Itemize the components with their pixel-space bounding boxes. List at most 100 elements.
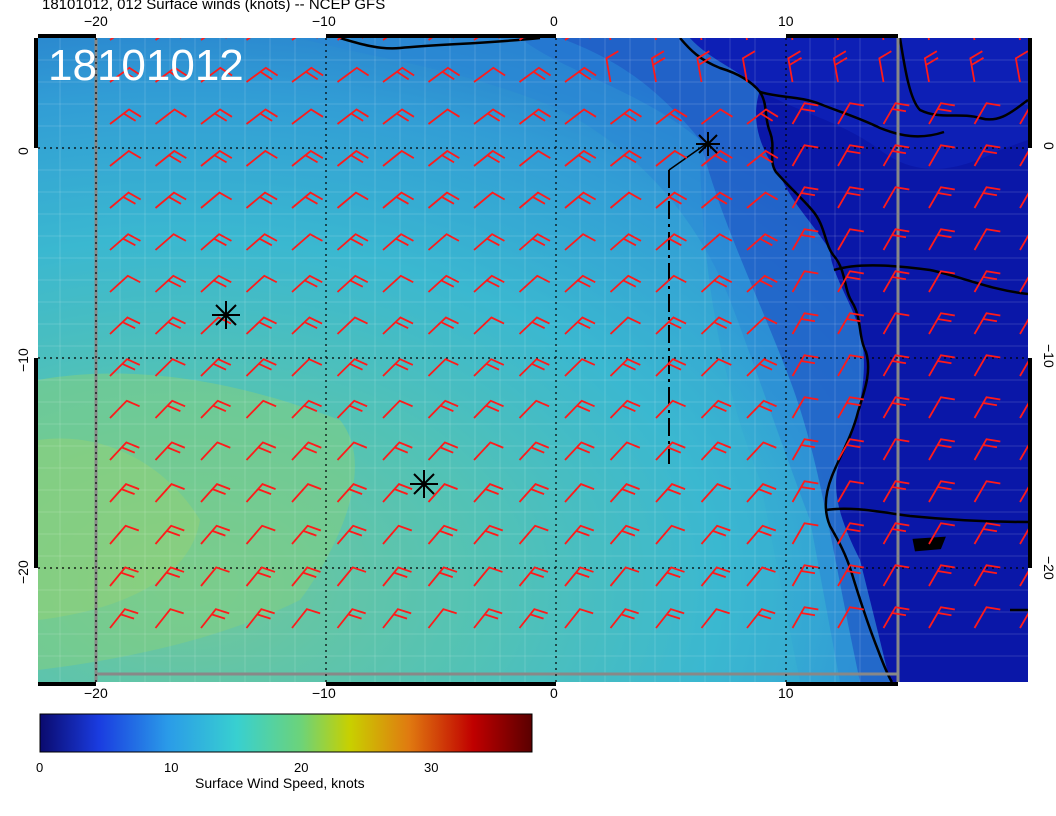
wind-barb bbox=[791, 606, 819, 629]
wind-barb bbox=[609, 233, 642, 251]
wind-barb bbox=[518, 441, 550, 461]
wind-barb bbox=[746, 149, 779, 167]
colorbar bbox=[39, 713, 533, 753]
wind-barb bbox=[973, 606, 1001, 629]
wind-barb bbox=[382, 108, 415, 125]
wind-barb bbox=[655, 399, 686, 419]
wind-barb bbox=[427, 233, 460, 251]
wind-barb bbox=[382, 399, 413, 419]
wind-barb bbox=[518, 149, 551, 167]
wind-barb bbox=[382, 66, 415, 83]
wind-barb bbox=[291, 441, 322, 461]
wind-barb bbox=[473, 358, 505, 377]
wind-barb bbox=[473, 483, 504, 503]
wind-barb bbox=[837, 480, 864, 503]
wind-barb bbox=[336, 108, 369, 125]
wind-barb bbox=[928, 480, 955, 503]
wind-barb bbox=[700, 316, 732, 335]
wind-barb bbox=[336, 566, 367, 587]
wind-barb bbox=[336, 316, 368, 335]
wind-barb bbox=[154, 566, 185, 587]
svg-text:−10: −10 bbox=[15, 348, 31, 372]
wind-barb bbox=[700, 483, 731, 503]
wind-barb bbox=[973, 522, 1001, 545]
lon-ticks-bottom: −20 −10 0 10 bbox=[84, 685, 794, 701]
wind-barb bbox=[245, 233, 278, 251]
wind-barb bbox=[336, 483, 367, 503]
wind-barb bbox=[837, 312, 864, 335]
wind-barb bbox=[382, 608, 412, 629]
wind-barb bbox=[336, 608, 366, 629]
wind-barb bbox=[655, 149, 688, 167]
wind-barb bbox=[109, 566, 139, 587]
wind-barb bbox=[655, 316, 687, 335]
wind-barb bbox=[609, 399, 641, 419]
wind-barb bbox=[654, 38, 657, 41]
wind-barb bbox=[746, 566, 776, 587]
wind-barb bbox=[655, 524, 686, 545]
wind-barb bbox=[700, 274, 733, 293]
wind-barb bbox=[245, 524, 276, 545]
wind-barb bbox=[518, 191, 551, 209]
wind-barb bbox=[564, 608, 594, 629]
wind-barb bbox=[791, 480, 819, 503]
wind-barb bbox=[882, 354, 910, 377]
wind-barb bbox=[109, 38, 115, 41]
wind-barb bbox=[200, 66, 233, 83]
wind-barb bbox=[564, 149, 597, 167]
wind-barb bbox=[700, 191, 733, 209]
wind-barb bbox=[200, 399, 231, 419]
wind-barb bbox=[336, 441, 368, 461]
wind-barb bbox=[518, 316, 550, 335]
lat-ticks-left: 0 −10 −20 bbox=[15, 147, 31, 584]
wind-barb bbox=[382, 483, 413, 503]
wind-barb bbox=[882, 564, 910, 587]
wind-barb bbox=[518, 399, 550, 419]
wind-barb bbox=[837, 522, 864, 545]
wind-barb bbox=[609, 191, 642, 209]
wind-barb bbox=[1019, 192, 1028, 209]
wind-barb bbox=[427, 399, 459, 419]
wind-barb bbox=[564, 191, 597, 209]
wind-barb bbox=[609, 274, 642, 293]
wind-barb bbox=[700, 358, 732, 377]
wind-barb bbox=[1019, 570, 1028, 587]
wind-barb bbox=[382, 191, 415, 209]
svg-text:0: 0 bbox=[1041, 142, 1056, 150]
wind-barb bbox=[245, 358, 277, 377]
wind-barb bbox=[609, 108, 642, 125]
wind-barb bbox=[245, 441, 277, 461]
wind-barb bbox=[700, 608, 730, 629]
wind-barb bbox=[655, 108, 688, 125]
wind-barb bbox=[245, 38, 251, 41]
wind-barb bbox=[564, 316, 596, 335]
wind-barb bbox=[518, 108, 551, 125]
wind-barb bbox=[837, 270, 864, 293]
wind-barb bbox=[564, 524, 595, 545]
wind-barb bbox=[609, 524, 640, 545]
wind-barb bbox=[564, 566, 594, 587]
wind-barb bbox=[837, 606, 864, 629]
wind-barb bbox=[746, 399, 777, 419]
wind-barb bbox=[882, 522, 910, 545]
wind-barb bbox=[427, 524, 458, 545]
wind-barb bbox=[109, 233, 141, 251]
wind-barb bbox=[973, 186, 1001, 209]
wind-barb bbox=[564, 483, 595, 503]
wind-barb bbox=[336, 274, 369, 293]
wind-barb bbox=[154, 38, 182, 41]
svg-text:0: 0 bbox=[550, 685, 558, 701]
wind-barb bbox=[109, 274, 141, 293]
frame-bars bbox=[34, 34, 1032, 686]
wind-barb bbox=[427, 66, 461, 83]
wind-barb bbox=[109, 483, 140, 503]
wind-barb bbox=[109, 191, 142, 209]
lon-ticks-top: −20 −10 0 10 bbox=[84, 13, 794, 29]
wind-barb bbox=[427, 316, 459, 335]
wind-barb bbox=[746, 483, 777, 503]
wind-barb bbox=[473, 608, 503, 629]
wind-barb bbox=[427, 274, 460, 293]
wind-barb bbox=[291, 316, 323, 335]
svg-text:−10: −10 bbox=[312, 13, 336, 29]
coastline bbox=[339, 38, 1028, 682]
